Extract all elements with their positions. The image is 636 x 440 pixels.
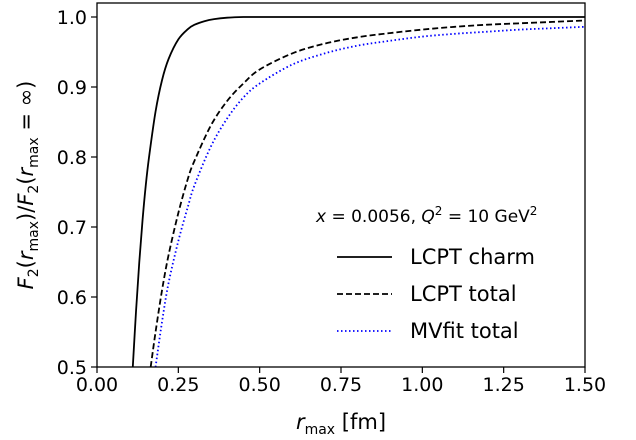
series-line-mvfit-total bbox=[154, 25, 585, 367]
series-line-lcpt-total bbox=[149, 19, 585, 367]
series-line-lcpt-charm bbox=[131, 16, 585, 367]
y-tick-label: 0.5 bbox=[57, 357, 87, 379]
x-tick-label: 1.25 bbox=[483, 374, 525, 396]
y-axis-label: F2(rmax)/F2(rmax = ∞) bbox=[14, 81, 42, 290]
x-tick-label: 1.50 bbox=[564, 374, 606, 396]
x-tick-label: 0.75 bbox=[320, 374, 362, 396]
x-tick-label: 0.50 bbox=[239, 374, 281, 396]
y-tick-label: 0.8 bbox=[57, 147, 87, 169]
annotation-text: x = 0.0056, Q2 = 10 GeV2 bbox=[315, 204, 537, 227]
x-tick-label: 0.25 bbox=[157, 374, 199, 396]
legend-label-lcpt-total: LCPT total bbox=[410, 282, 517, 306]
plot-frame bbox=[96, 2, 586, 368]
x-axis-label: rmax [fm] bbox=[296, 410, 386, 438]
y-tick-label: 1.0 bbox=[57, 7, 87, 29]
x-tick-label: 0.00 bbox=[76, 374, 118, 396]
legend-entry-lcpt-charm: LCPT charm bbox=[337, 245, 535, 269]
series-layer bbox=[131, 16, 585, 367]
y-tick-label: 0.6 bbox=[57, 287, 87, 309]
legend-label-mvfit-total: MVfit total bbox=[410, 319, 519, 343]
legend-entry-mvfit-total: MVfit total bbox=[337, 319, 519, 343]
y-tick-label: 0.7 bbox=[57, 217, 87, 239]
x-axis-ticks: 0.00 0.25 0.50 0.75 1.00 1.25 1.50 bbox=[76, 367, 606, 396]
x-tick-label: 1.00 bbox=[401, 374, 443, 396]
y-axis-ticks: 0.5 0.6 0.7 0.8 0.9 1.0 bbox=[57, 7, 97, 379]
legend-label-lcpt-charm: LCPT charm bbox=[410, 245, 535, 269]
y-tick-label: 0.9 bbox=[57, 77, 87, 99]
legend: LCPT charm LCPT total MVfit total bbox=[337, 245, 535, 343]
legend-entry-lcpt-total: LCPT total bbox=[337, 282, 517, 306]
